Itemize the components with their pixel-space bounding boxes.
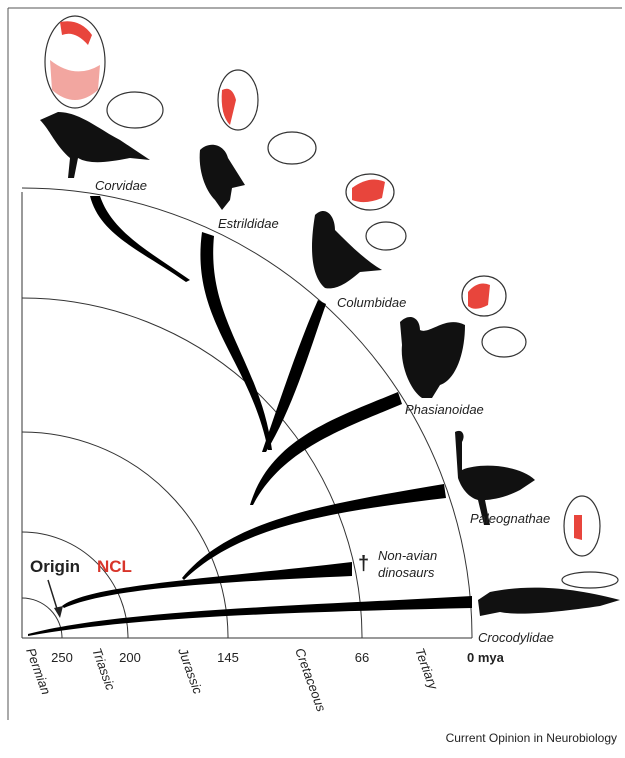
origin-word: Origin xyxy=(30,557,80,576)
time-label: 145 xyxy=(217,650,239,665)
axis-labels: 250 200 145 66 0 mya Permian Triassic Ju… xyxy=(23,645,504,714)
taxon-label: Columbidae xyxy=(337,295,406,310)
caption: Current Opinion in Neurobiology xyxy=(446,731,617,745)
time-label: 66 xyxy=(355,650,369,665)
time-label: 200 xyxy=(119,650,141,665)
branches xyxy=(28,196,472,636)
origin: Origin NCL xyxy=(30,557,132,618)
taxon-labels: Corvidae Estrildidae Columbidae Phasiano… xyxy=(95,178,554,645)
brain-diagrams xyxy=(44,15,619,589)
period-label: Triassic xyxy=(89,646,118,693)
taxon-label: Estrildidae xyxy=(218,216,279,231)
period-label: Cretaceous xyxy=(292,646,329,714)
time-axes xyxy=(21,187,473,639)
period-label: Jurassic xyxy=(175,645,206,696)
time-label: 0 mya xyxy=(467,650,505,665)
time-label: 250 xyxy=(51,650,73,665)
taxon-label: Paleognathae xyxy=(470,511,550,526)
extinct-mark: † xyxy=(358,553,369,575)
extinct-label: Non-avian xyxy=(378,548,437,563)
period-label: Permian xyxy=(23,646,54,697)
origin-region: NCL xyxy=(97,557,132,576)
period-label: Tertiary xyxy=(412,646,441,693)
taxon-label: Phasianoidae xyxy=(405,402,484,417)
taxon-label: Corvidae xyxy=(95,178,147,193)
silhouettes xyxy=(40,112,620,616)
frame xyxy=(7,7,622,720)
taxon-label: Crocodylidae xyxy=(478,630,554,645)
extinct-label: dinosaurs xyxy=(378,565,435,580)
